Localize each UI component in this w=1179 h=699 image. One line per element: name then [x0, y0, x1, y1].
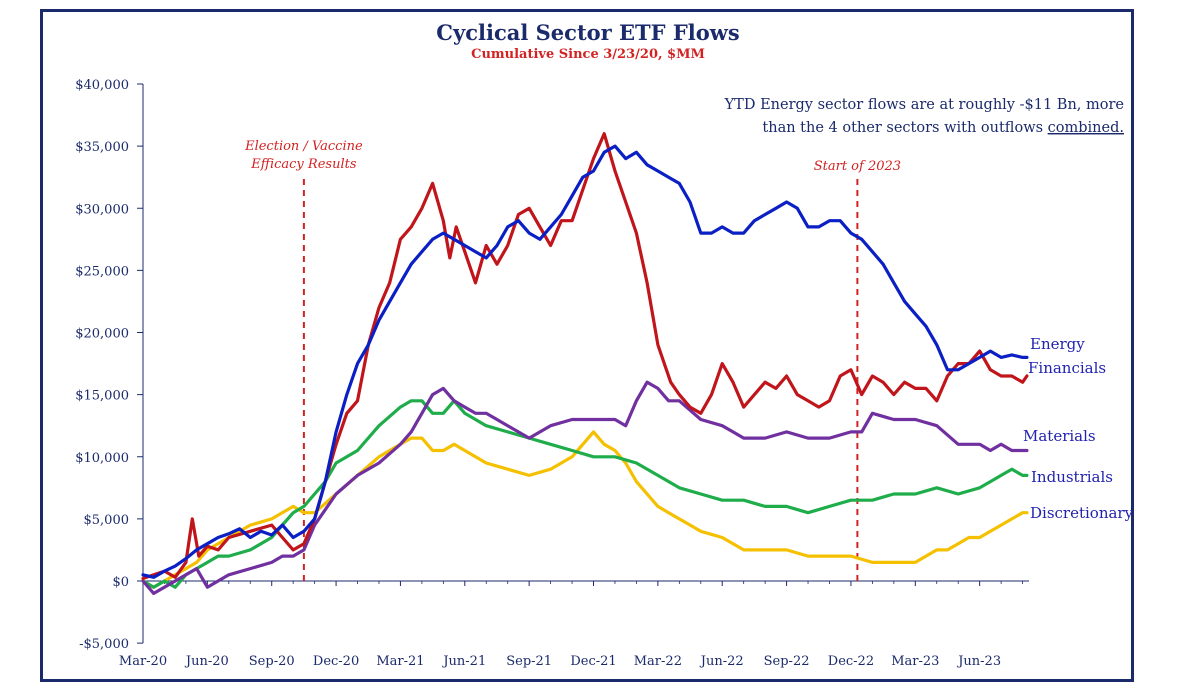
series-line-industrials [141, 399, 1029, 589]
x-tick-label: Mar-22 [634, 654, 682, 669]
x-tick-label: Dec-20 [313, 654, 359, 669]
x-tick-label: Jun-23 [956, 654, 1001, 669]
x-tick-label: Mar-21 [376, 654, 424, 669]
y-tick-label: $20,000 [75, 327, 129, 342]
event-vline-label: Efficacy Results [250, 157, 357, 172]
chart-subtitle: Cumulative Since 3/23/20, $MM [471, 47, 705, 62]
series-label-discretionary: Discretionary [1030, 504, 1134, 522]
note-line-2-underlined: combined. [1048, 120, 1124, 136]
note-line-1: YTD Energy sector flows are at roughly -… [724, 97, 1124, 113]
event-vline-label: Election / Vaccine [244, 139, 363, 154]
series-label-financials: Financials [1028, 359, 1106, 377]
y-tick-label: $5,000 [84, 513, 130, 528]
x-tick-label: Dec-21 [570, 654, 616, 669]
series-label-materials: Materials [1023, 427, 1096, 445]
y-tick-label: $25,000 [75, 264, 129, 279]
x-tick-label: Sep-21 [506, 654, 552, 669]
series-line-materials [141, 380, 1029, 596]
note-line-2: than the 4 other sectors with outflows c… [762, 120, 1124, 136]
series-line-financials [141, 144, 1029, 579]
series-line-discretionary [141, 430, 1029, 589]
x-tick-label: Jun-20 [184, 654, 229, 669]
y-tick-label: $0 [112, 575, 129, 590]
y-tick-label: $35,000 [75, 140, 129, 155]
note-line-2-text: than the 4 other sectors with outflows [762, 120, 1047, 136]
x-tick-label: Sep-22 [764, 654, 810, 669]
y-tick-label: $15,000 [75, 389, 129, 404]
x-tick-label: Jun-22 [699, 654, 744, 669]
x-tick-label: Mar-23 [891, 654, 939, 669]
event-vline-label: Start of 2023 [814, 159, 901, 174]
y-tick-label: -$5,000 [79, 637, 129, 652]
y-tick-label: $30,000 [75, 202, 129, 217]
chart-title: Cyclical Sector ETF Flows [436, 20, 739, 45]
x-tick-label: Mar-20 [119, 654, 167, 669]
x-tick-label: Jun-21 [441, 654, 486, 669]
series-label-industrials: Industrials [1031, 468, 1113, 486]
x-tick-label: Sep-20 [249, 654, 295, 669]
y-tick-label: $10,000 [75, 451, 129, 466]
chart-frame [40, 9, 1134, 682]
x-tick-label: Dec-22 [828, 654, 874, 669]
series-label-energy: Energy [1030, 335, 1085, 353]
series-line-energy [141, 132, 1029, 581]
y-tick-label: $40,000 [75, 78, 129, 93]
